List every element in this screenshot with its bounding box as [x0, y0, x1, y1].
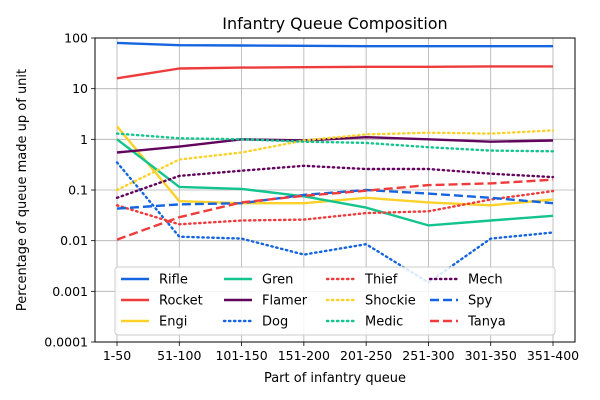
- series-line-spy: [116, 188, 554, 210]
- legend-label: Mech: [468, 273, 503, 288]
- y-axis-title: Percentage of queue made up of unit: [15, 69, 30, 311]
- x-tick-label: 351-400: [527, 348, 579, 363]
- legend-label: Dog: [262, 315, 288, 330]
- legend-label: Tanya: [467, 315, 506, 330]
- legend-frame: [114, 266, 556, 336]
- y-tick-label: 1: [80, 132, 88, 147]
- y-axis-ticks: 0.0001 0.001 0.01 0.1 1 10 100: [44, 31, 95, 350]
- x-tick-label: 151-200: [278, 348, 330, 363]
- y-tick-label: 0.01: [60, 233, 88, 248]
- x-tick-label: 251-300: [402, 348, 454, 363]
- series-lines: [115, 41, 555, 284]
- series-line-thief: [115, 189, 555, 226]
- x-tick-label: 201-250: [340, 348, 392, 363]
- x-tick-label: 301-350: [465, 348, 517, 363]
- series-line-dog: [115, 161, 555, 284]
- legend-label: Engi: [159, 315, 187, 330]
- y-tick-label: 0.001: [52, 284, 88, 299]
- x-tick-label: 1-50: [103, 348, 131, 363]
- legend-label: Rifle: [159, 273, 188, 288]
- x-tick-label: 101-150: [215, 348, 267, 363]
- legend-label: Shockie: [365, 294, 416, 309]
- chart-title: Infantry Queue Composition: [222, 14, 447, 33]
- legend-label: Flamer: [262, 294, 308, 309]
- y-tick-label: 0.0001: [44, 335, 88, 350]
- y-tick-label: 10: [72, 81, 88, 96]
- legend-label: Spy: [468, 294, 493, 309]
- series-line-rocket: [116, 65, 553, 80]
- legend-label: Rocket: [159, 294, 203, 309]
- legend-label: Medic: [365, 315, 403, 330]
- y-tick-label: 100: [64, 31, 88, 46]
- series-line-shockie: [115, 129, 555, 192]
- series-line-mech: [115, 164, 555, 200]
- x-axis-ticks: 1-50 51-100 101-150 151-200 201-250 251-300 30…: [103, 342, 579, 363]
- series-line-engi: [116, 125, 554, 207]
- series-line-gren: [116, 138, 554, 227]
- legend: Rifle Rocket Engi Gren Flamer Dog Thief Shockie…: [114, 266, 556, 336]
- y-tick-label: 0.1: [68, 183, 88, 198]
- legend-label: Thief: [364, 273, 398, 288]
- series-line-tanya: [116, 178, 554, 241]
- series-line-rifle: [116, 41, 553, 48]
- legend-label: Gren: [262, 273, 293, 288]
- x-tick-label: 51-100: [157, 348, 201, 363]
- series-line-flamer: [116, 135, 554, 154]
- x-axis-title: Part of infantry queue: [264, 371, 406, 386]
